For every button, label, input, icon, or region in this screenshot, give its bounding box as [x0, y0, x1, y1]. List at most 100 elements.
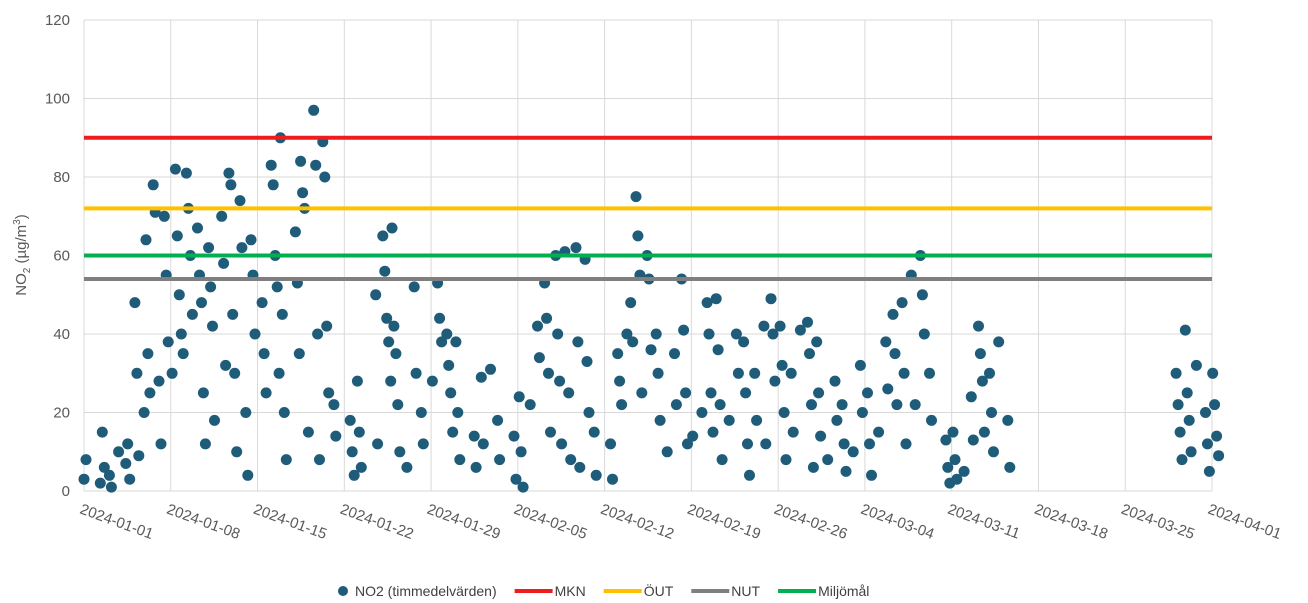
no2-point	[524, 399, 536, 411]
x-tick-label: 2024-01-01	[78, 501, 156, 543]
no2-point	[811, 336, 823, 348]
no2-point	[652, 367, 664, 379]
no2-point	[209, 414, 220, 426]
no2-point	[1181, 387, 1193, 399]
no2-point	[105, 481, 117, 493]
no2-point	[565, 454, 577, 466]
no2-point	[180, 167, 192, 179]
no2-point	[153, 375, 165, 387]
no2-point	[607, 473, 618, 485]
no2-point	[556, 438, 568, 450]
no2-point	[701, 297, 713, 309]
no2-point	[621, 328, 633, 340]
x-tick-labels: 2024-01-01 2024-01-08 2024-01-15 2024-01-22…	[78, 501, 1284, 543]
no2-point	[452, 407, 464, 418]
x-tick-label: 2024-01-29	[425, 501, 503, 543]
no2-point	[323, 387, 335, 399]
no2-point	[880, 336, 892, 348]
no2-point	[554, 375, 566, 387]
no2-point	[1004, 461, 1016, 473]
no2-point	[840, 465, 852, 477]
no2-point	[293, 348, 305, 360]
no2-point	[896, 297, 908, 309]
no2-point	[926, 414, 937, 426]
no2-point	[218, 257, 230, 269]
no2-point	[80, 454, 92, 466]
no2-point	[1172, 399, 1184, 411]
no2-point	[947, 426, 959, 438]
no2-point	[103, 469, 115, 481]
y-axis-title-superscript: 3	[12, 219, 23, 225]
no2-point	[714, 399, 726, 411]
legend-label: NUT	[731, 583, 760, 599]
no2-point	[223, 167, 235, 179]
no2-point	[532, 320, 543, 332]
x-tick-label: 2024-03-04	[859, 501, 937, 543]
no2-point	[705, 387, 717, 399]
no2-point	[1209, 399, 1221, 411]
x-tick-label: 2024-02-26	[772, 501, 850, 543]
no2-point	[678, 324, 690, 336]
no2-point	[572, 336, 584, 348]
no2-point	[383, 336, 395, 348]
no2-point	[142, 348, 154, 360]
no2-point	[581, 356, 593, 367]
no2-point	[302, 426, 314, 438]
no2-point	[468, 430, 480, 442]
no2-point	[974, 348, 986, 360]
no2-point	[988, 446, 999, 458]
no2-point	[847, 446, 859, 458]
no2-point	[225, 179, 237, 191]
no2-point	[776, 359, 788, 371]
no2-point	[353, 426, 365, 438]
no2-point	[351, 375, 363, 387]
y-axis-title-base: NO	[13, 273, 30, 296]
no2-point	[785, 367, 797, 379]
no2-point	[227, 308, 239, 320]
no2-point	[836, 399, 848, 411]
no2-point	[866, 469, 877, 481]
no2-point	[124, 473, 136, 485]
no2-point	[328, 399, 340, 411]
no2-point	[873, 426, 885, 438]
no2-point	[765, 293, 777, 305]
no2-point	[570, 242, 582, 254]
no2-point	[177, 348, 189, 360]
no2-point	[760, 438, 772, 450]
no2-point	[131, 367, 143, 379]
no2-point	[410, 367, 422, 379]
no2-point	[169, 163, 181, 175]
no2-point	[517, 481, 529, 493]
no2-point	[158, 210, 170, 222]
no2-point	[494, 454, 506, 466]
no2-point	[229, 367, 241, 379]
no2-point	[260, 387, 272, 399]
no2-point	[392, 399, 404, 411]
no2-point	[441, 328, 453, 340]
no2-point	[616, 399, 628, 411]
no2-point	[443, 359, 455, 371]
no2-point	[758, 320, 770, 332]
no2-point	[388, 320, 400, 332]
no2-point	[197, 387, 209, 399]
no2-point	[976, 375, 988, 387]
no2-point	[552, 328, 564, 340]
no2-point	[78, 473, 90, 485]
y-axis-title: NO2 (µg/m3)	[12, 214, 33, 295]
no2-point	[280, 454, 292, 466]
no2-point	[636, 387, 648, 399]
no2-point	[829, 375, 841, 387]
no2-point	[687, 430, 699, 442]
no2-point	[822, 454, 834, 466]
y-tick-label: 80	[53, 169, 70, 186]
no2-point	[278, 407, 290, 418]
no2-point	[831, 414, 843, 426]
no2-point	[205, 281, 217, 293]
no2-point	[1207, 367, 1219, 379]
no2-point	[513, 391, 525, 403]
no2-point	[583, 407, 595, 418]
no2-point	[207, 320, 218, 332]
no2-point	[401, 461, 413, 473]
no2-point	[654, 414, 666, 426]
